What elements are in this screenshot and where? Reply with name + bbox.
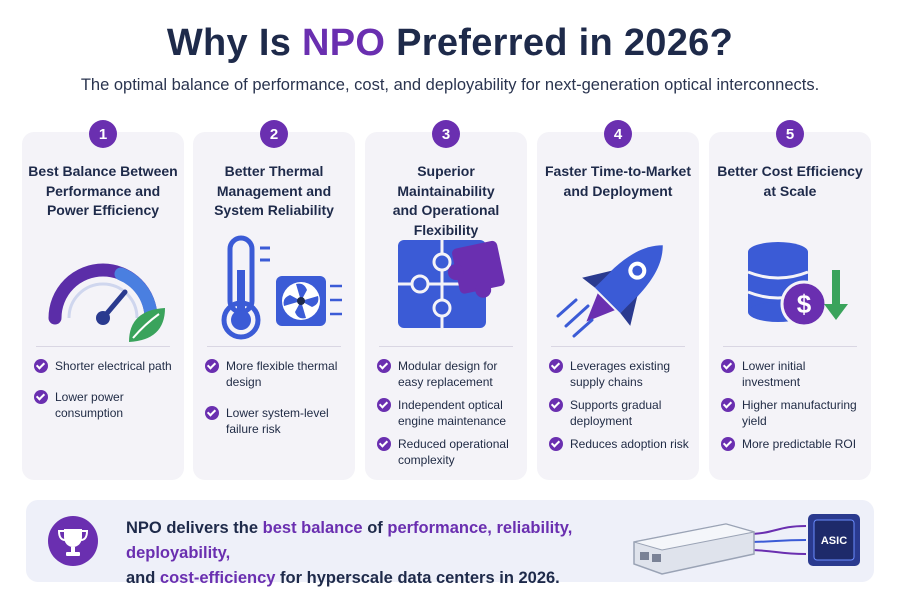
summary-banner: NPO delivers the best balance of perform… bbox=[26, 500, 874, 587]
bullet-item: More flexible thermal design bbox=[205, 358, 349, 390]
bullet-item: Supports gradual deployment bbox=[549, 397, 693, 429]
check-icon bbox=[377, 398, 391, 412]
card-bullets: Modular design for easy replacement Inde… bbox=[377, 358, 521, 475]
card-5: Better Cost Efficiency at Scale $ Lower i… bbox=[709, 132, 871, 480]
card-divider bbox=[379, 346, 513, 347]
check-icon bbox=[377, 359, 391, 373]
card-title: Better Thermal Management and System Relia… bbox=[214, 163, 334, 218]
trophy-icon bbox=[57, 529, 89, 556]
check-icon bbox=[34, 390, 48, 404]
card-bullets: Lower initial investment Higher manufact… bbox=[721, 358, 865, 459]
bullet-item: Reduces adoption risk bbox=[549, 436, 693, 452]
bullet-item: More predictable ROI bbox=[721, 436, 865, 452]
card-bullets: More flexible thermal design Lower syste… bbox=[205, 358, 349, 452]
card-title: Best Balance Between Performance and Power… bbox=[28, 163, 178, 218]
check-icon bbox=[549, 398, 563, 412]
check-icon bbox=[34, 359, 48, 373]
card-2: Better Thermal Management and System Relia… bbox=[193, 132, 355, 480]
card-divider bbox=[723, 346, 857, 347]
bullet-item: Lower initial investment bbox=[721, 358, 865, 390]
page-title: Why Is NPO Preferred in 2026? bbox=[166, 22, 734, 64]
step-number-2: 2 bbox=[260, 120, 288, 148]
bullet-item: Lower system-level failure risk bbox=[205, 405, 349, 437]
check-icon bbox=[721, 398, 735, 412]
card-4: Faster Time-to-Market and Deployment Leve… bbox=[537, 132, 699, 480]
card-bullets: Leverages existing supply chains Support… bbox=[549, 358, 693, 459]
step-number-5: 5 bbox=[776, 120, 804, 148]
card-divider bbox=[36, 346, 170, 347]
check-icon bbox=[377, 437, 391, 451]
page-subtitle: The optimal balance of performance, cost… bbox=[80, 76, 820, 94]
gauge-leaf-icon bbox=[48, 263, 165, 342]
optical-module-asic-illustration: ASIC bbox=[633, 514, 860, 575]
check-icon bbox=[549, 437, 563, 451]
bullet-item: Independent optical engine maintenance bbox=[377, 397, 521, 429]
bullet-item: Higher manufacturing yield bbox=[721, 397, 865, 429]
card-bullets: Shorter electrical path Lower power cons… bbox=[34, 358, 178, 436]
bullet-item: Leverages existing supply chains bbox=[549, 358, 693, 390]
bullet-item: Modular design for easy replacement bbox=[377, 358, 521, 390]
thermometer-fan-icon bbox=[221, 235, 342, 340]
check-icon bbox=[205, 359, 219, 373]
trophy-badge bbox=[48, 516, 98, 566]
card-title: Superior Maintainability and Operational F… bbox=[392, 163, 500, 238]
check-icon bbox=[205, 406, 219, 420]
card-divider bbox=[207, 346, 341, 347]
step-number-3: 3 bbox=[432, 120, 460, 148]
coins-dollar-icon: $ bbox=[747, 242, 848, 328]
check-icon bbox=[721, 437, 735, 451]
card-divider bbox=[551, 346, 685, 347]
step-number-1: 1 bbox=[89, 120, 117, 148]
step-number-4: 4 bbox=[604, 120, 632, 148]
banner-text: NPO delivers the best balance of perform… bbox=[126, 519, 573, 587]
card-3: Superior Maintainability and Operational F… bbox=[365, 132, 527, 480]
asic-label: ASIC bbox=[821, 535, 847, 547]
card-1: Best Balance Between Performance and Power… bbox=[22, 132, 184, 480]
bullet-item: Shorter electrical path bbox=[34, 358, 178, 374]
puzzle-icon bbox=[398, 240, 505, 328]
bullet-item: Reduced operational complexity bbox=[377, 436, 521, 468]
card-title: Better Cost Efficiency at Scale bbox=[717, 163, 863, 199]
check-icon bbox=[721, 359, 735, 373]
svg-text:$: $ bbox=[797, 289, 812, 319]
card-title: Faster Time-to-Market and Deployment bbox=[544, 163, 691, 199]
rocket-icon bbox=[556, 245, 663, 338]
bullet-item: Lower power consumption bbox=[34, 389, 178, 421]
check-icon bbox=[549, 359, 563, 373]
